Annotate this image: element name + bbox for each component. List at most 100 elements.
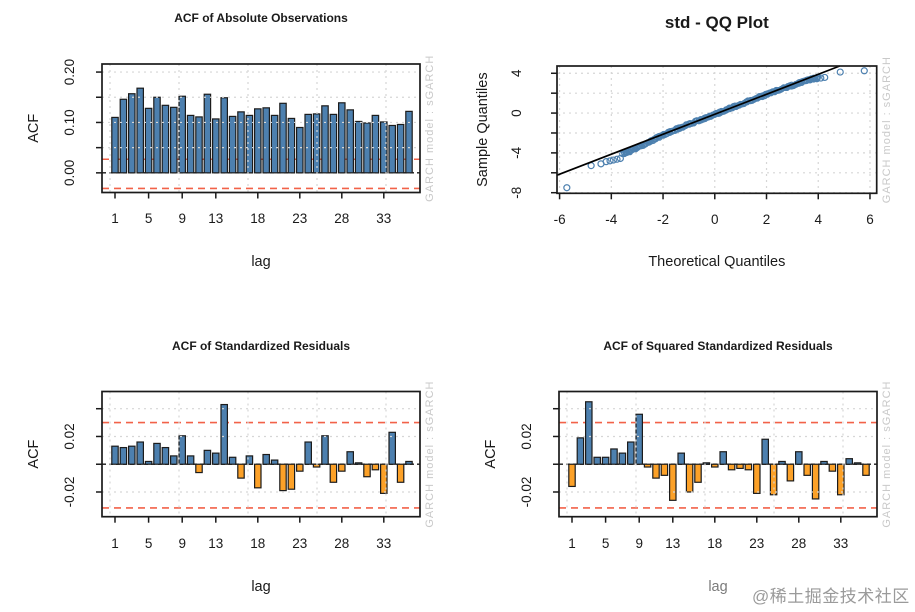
x-tick-label: 18 [250, 536, 265, 551]
acf-bar-lag-23 [296, 126, 304, 174]
x-tick-label: 5 [602, 536, 610, 551]
model-watermark: GARCH model : sGARCH [424, 55, 436, 202]
y-tick-label: -4 [509, 146, 524, 158]
acf-bar-lag-29 [346, 451, 355, 465]
acf-bar-lag-6 [610, 448, 618, 465]
qq-reference-line [556, 65, 841, 177]
acf-bar-lag-21 [279, 463, 287, 492]
x-tick-label: 23 [292, 536, 307, 551]
acf-bar-lag-18 [254, 463, 262, 489]
acf-bar-lag-30 [354, 462, 363, 465]
acf-bar-lag-4 [136, 441, 145, 465]
plot-box [101, 390, 421, 518]
acf-bar-lag-2 [576, 437, 585, 465]
y-tick-label: 0.20 [62, 59, 77, 85]
acf-bar-lag-28 [338, 463, 346, 472]
acf-bar-lag-8 [627, 441, 635, 465]
chart-title: std - QQ Plot [665, 13, 769, 32]
acf-bar-lag-22 [287, 117, 296, 174]
acf-bar-lag-26 [321, 105, 329, 174]
panel-acf-absolute-observations: 0.00 0.10 0.20 1 5 9 13 18 23 28 33 lag ACF GARCH mod… [0, 0, 458, 306]
acf-bar-lag-12 [660, 463, 669, 476]
acf-bar-lag-17 [245, 114, 254, 174]
acf-bar-lag-36 [405, 460, 413, 465]
qq-outlier-point [813, 75, 821, 83]
model-watermark: GARCH model : sGARCH [424, 381, 436, 528]
acf-bar-lag-21 [736, 463, 744, 469]
acf-bar-lag-34 [388, 124, 397, 174]
acf-bar-lag-24 [304, 441, 313, 465]
acf-bar-lag-24 [304, 113, 313, 174]
acf-bar-lag-18 [711, 463, 719, 468]
acf-bar-lag-14 [677, 452, 686, 465]
x-tick-label: 1 [111, 536, 119, 551]
acf-bar-lag-5 [144, 460, 153, 465]
x-tick-label: 9 [178, 211, 186, 226]
acf-bar-lag-31 [820, 460, 828, 465]
acf-bar-lag-9 [178, 95, 187, 174]
acf-bar-lag-11 [195, 463, 203, 474]
acf-bar-lag-36 [862, 463, 870, 476]
qq-outlier-point [817, 74, 825, 82]
acf-bar-lag-35 [396, 463, 405, 483]
chart-title: ACF of Standardized Residuals [172, 339, 350, 353]
acf-bar-lag-17 [702, 462, 711, 465]
panel-std-qq-plot: -8 -4 0 4 -6 -4 -2 0 2 4 6 Theoretical Quantiles Sam… [457, 0, 915, 306]
x-axis-label: lag [708, 579, 727, 595]
acf-bar-lag-4 [136, 87, 145, 174]
site-watermark: @稀土掘金技术社区 [752, 587, 910, 606]
x-tick-label: 6 [866, 212, 874, 227]
x-tick-label: 23 [292, 211, 307, 226]
acf_std_resid-svg: -0.02 0.02 1 5 9 13 18 23 28 33 lag ACF GARCH model … [26, 339, 436, 595]
x-tick-label: -2 [657, 212, 669, 227]
acf-bar-lag-23 [753, 463, 761, 494]
acf-bar-lag-15 [685, 463, 694, 493]
x-tick-label: 13 [208, 536, 223, 551]
qq-outlier-point [821, 73, 829, 82]
acf-bar-lag-8 [170, 106, 178, 174]
acf-bar-lag-27 [329, 113, 338, 174]
acf-bar-lag-9 [635, 413, 644, 465]
acf-bar-lag-14 [220, 97, 229, 174]
acf-bar-lag-3 [128, 445, 136, 465]
acf-bar-lag-18 [254, 108, 262, 174]
acf-bar-lag-31 [363, 463, 371, 478]
acf-bar-lag-19 [719, 451, 728, 465]
y-tick-label: 0.10 [62, 109, 77, 135]
x-tick-label: 33 [833, 536, 848, 551]
acf-bar-lag-3 [128, 93, 136, 174]
acf-bar-lag-26 [778, 460, 786, 465]
acf-bar-lag-7 [618, 452, 627, 465]
qq-outlier-point [606, 157, 614, 165]
acf-bar-lag-13 [212, 452, 220, 465]
y-tick-label: 0.00 [62, 160, 77, 186]
acf-bar-lag-34 [845, 458, 854, 465]
x-axis-label: lag [251, 579, 270, 595]
x-tick-label: 13 [665, 536, 680, 551]
qq-outlier-point [836, 68, 844, 76]
x-tick-label: 1 [568, 536, 576, 551]
acf-bar-lag-15 [228, 115, 237, 174]
acf-bar-lag-22 [744, 463, 753, 471]
acf-bar-lag-12 [203, 93, 212, 174]
y-tick-label: 0.02 [62, 423, 77, 449]
acf-bar-lag-10 [186, 114, 195, 174]
y-axis-label: ACF [26, 114, 42, 143]
acf-bar-lag-11 [652, 463, 660, 479]
acf-bar-lag-29 [346, 109, 355, 174]
acf-bar-lag-16 [694, 463, 702, 483]
acf-bar-lag-19 [262, 107, 271, 174]
acf-bar-lag-13 [669, 463, 677, 501]
acf-bar-lag-8 [170, 455, 178, 465]
bars [568, 401, 870, 501]
x-tick-label: 2 [763, 212, 771, 227]
acf-bar-lag-35 [853, 462, 862, 465]
x-axis-label: Theoretical Quantiles [648, 254, 785, 270]
model-watermark: GARCH model : sGARCH [881, 381, 893, 528]
panel-acf-standardized-residuals: -0.02 0.02 1 5 9 13 18 23 28 33 lag ACF GARCH model … [0, 306, 458, 612]
acf-bar-lag-21 [279, 102, 287, 174]
bars [111, 403, 413, 494]
plot-box [558, 390, 878, 518]
y-tick-label: 4 [509, 69, 524, 77]
